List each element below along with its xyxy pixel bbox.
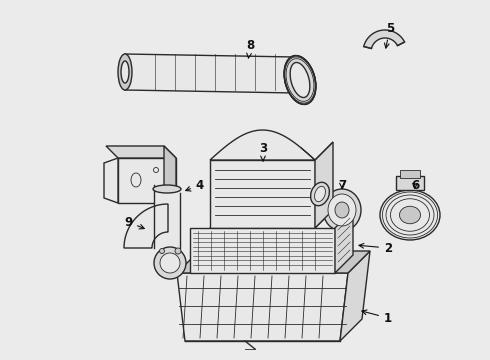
Text: 3: 3 — [259, 141, 267, 161]
Text: 8: 8 — [246, 39, 254, 58]
Bar — [396, 176, 424, 190]
Ellipse shape — [121, 61, 129, 83]
Ellipse shape — [284, 55, 316, 104]
Text: 6: 6 — [411, 179, 419, 192]
Ellipse shape — [290, 62, 310, 98]
Polygon shape — [210, 130, 315, 160]
Polygon shape — [190, 255, 353, 273]
Polygon shape — [335, 210, 353, 273]
Ellipse shape — [315, 186, 325, 202]
Polygon shape — [315, 142, 333, 228]
Ellipse shape — [153, 185, 181, 193]
Ellipse shape — [335, 202, 349, 218]
Text: 4: 4 — [186, 179, 204, 192]
Polygon shape — [125, 54, 295, 93]
Text: 5: 5 — [385, 22, 394, 48]
Polygon shape — [177, 251, 370, 273]
Ellipse shape — [311, 182, 329, 206]
Text: 1: 1 — [362, 310, 392, 324]
Polygon shape — [364, 30, 405, 49]
Ellipse shape — [118, 54, 132, 90]
Polygon shape — [118, 158, 176, 203]
Polygon shape — [340, 251, 370, 341]
Ellipse shape — [154, 247, 186, 279]
Ellipse shape — [175, 248, 181, 254]
Polygon shape — [210, 210, 333, 228]
Polygon shape — [104, 158, 118, 203]
Polygon shape — [300, 142, 333, 160]
Polygon shape — [190, 228, 335, 273]
Polygon shape — [164, 146, 176, 203]
Polygon shape — [210, 160, 315, 228]
Ellipse shape — [323, 189, 361, 231]
Bar — [400, 170, 420, 178]
Polygon shape — [106, 146, 176, 158]
Text: 9: 9 — [124, 216, 144, 229]
Ellipse shape — [160, 253, 180, 273]
Ellipse shape — [380, 190, 440, 240]
Text: 2: 2 — [359, 242, 392, 255]
Ellipse shape — [399, 206, 420, 224]
Polygon shape — [124, 204, 168, 248]
Polygon shape — [177, 273, 348, 341]
Ellipse shape — [160, 248, 165, 253]
Polygon shape — [154, 189, 180, 248]
Ellipse shape — [328, 194, 356, 226]
Text: 7: 7 — [338, 179, 346, 192]
